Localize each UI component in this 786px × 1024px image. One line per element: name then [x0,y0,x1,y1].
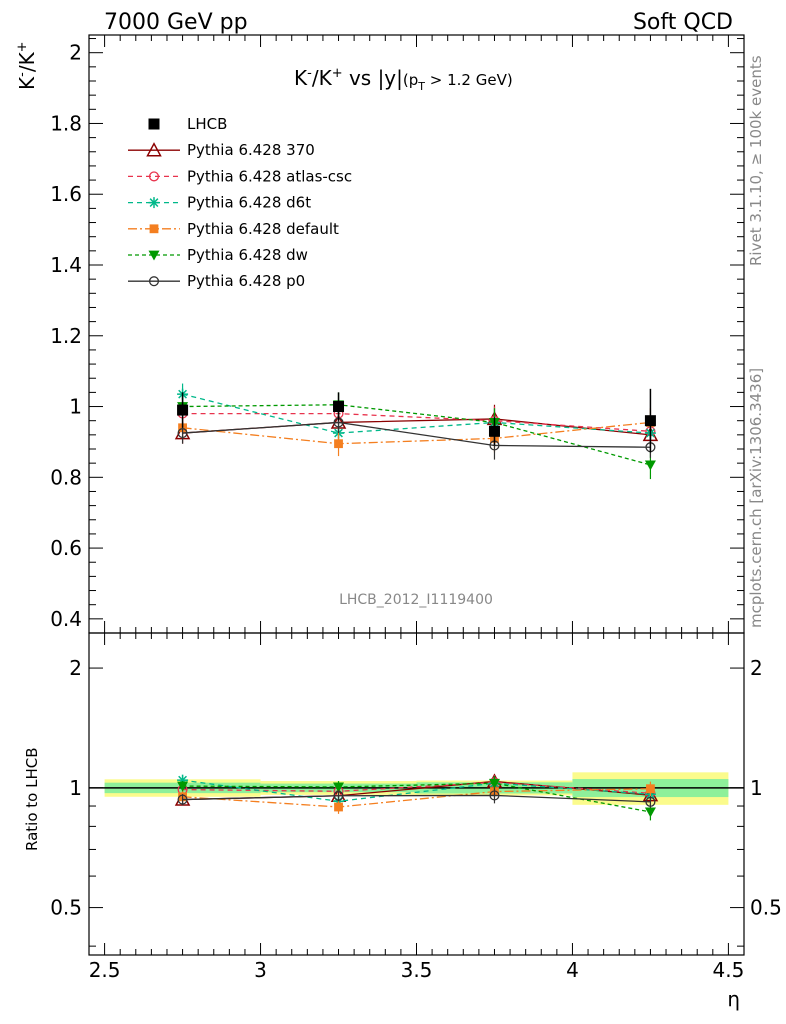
ratio-y-tick-label-left: 2 [69,656,82,680]
ratio-series-line [182,779,651,802]
marker-square [177,404,189,416]
x-tick-label: 4 [566,958,579,982]
marker-square [148,118,160,130]
series-line [182,404,651,466]
marker-triangle-down [148,250,160,261]
header-right: Soft QCD [633,10,733,35]
ratio-y-tick-label-left: 1 [69,776,82,800]
marker-square [333,401,345,413]
marker-square [334,439,343,449]
analysis-watermark: LHCB_2012_I1119400 [339,592,493,608]
marker-triangle-down [644,807,656,818]
chart-title: K-/K+ vs |y|(pT > 1.2 GeV) [294,66,513,93]
ratio-series-line [182,794,651,803]
marker-circle [148,171,160,182]
marker-circle [333,790,344,801]
y-tick-label: 0.4 [50,607,82,631]
x-tick-label: 2.5 [89,958,121,982]
y-tick-label: 1.6 [50,182,82,206]
y-tick-label: 1.8 [50,111,82,135]
marker-star-stroke [149,198,159,208]
rivet-label: Rivet 3.1.10, ≥ 100k events [747,55,765,266]
marker-triangle [146,142,162,157]
ratio-y-axis-label: Ratio to LHCB [23,747,41,851]
marker-triangle-down [488,778,500,789]
legend-label: Pythia 6.428 dw [187,246,308,264]
y-tick-label: 0.6 [50,536,82,560]
marker-square [488,425,500,437]
y-tick-label: 1 [69,395,82,419]
ratio-y-tick-label-right: 2 [750,656,763,680]
ratio-y-tick-label-left: 0.5 [50,896,82,920]
marker-circle [177,428,188,439]
legend-label: LHCB [187,115,227,133]
ratio-series-line [182,788,651,808]
marker-square [334,802,343,812]
marker-square [646,784,655,794]
ratio-y-tick-label-right: 0.5 [750,896,782,920]
marker-square [644,415,656,427]
marker-triangle-down [644,460,656,471]
series-line [182,421,651,445]
marker-circle [645,796,656,807]
x-tick-label: 3 [254,958,267,982]
y-tick-label: 1.2 [50,324,82,348]
marker-circle [177,794,188,805]
legend-label: Pythia 6.428 p0 [187,272,305,290]
marker-circle [489,790,500,801]
legend-label: Pythia 6.428 370 [187,141,315,159]
marker-square [149,224,159,234]
series-line [182,421,651,448]
ratio-series-line [182,781,651,794]
x-axis-label: η [727,987,740,1011]
series-line [182,412,651,432]
x-tick-label: 3.5 [401,958,433,982]
legend-label: Pythia 6.428 default [187,220,339,238]
ratio-series-line [182,782,651,813]
marker-triangle-down [177,781,189,792]
y-tick-label: 0.8 [50,465,82,489]
x-tick-label: 4.5 [712,958,744,982]
series-line [182,393,651,434]
y-tick-label: 2 [69,41,82,65]
marker-star [148,197,160,209]
header-left: 7000 GeV pp [104,10,248,35]
marker-triangle-down [333,782,345,793]
y-axis-label: K-/K+ [15,41,39,90]
y-tick-label: 1.4 [50,253,82,277]
legend-label: Pythia 6.428 atlas-csc [187,167,352,185]
mcplots-label: mcplots.cern.ch [arXiv:1306.3436] [747,368,765,628]
ratio-y-tick-label-right: 1 [750,776,763,800]
legend-label: Pythia 6.428 d6t [187,194,311,212]
marker-circle [148,276,160,287]
